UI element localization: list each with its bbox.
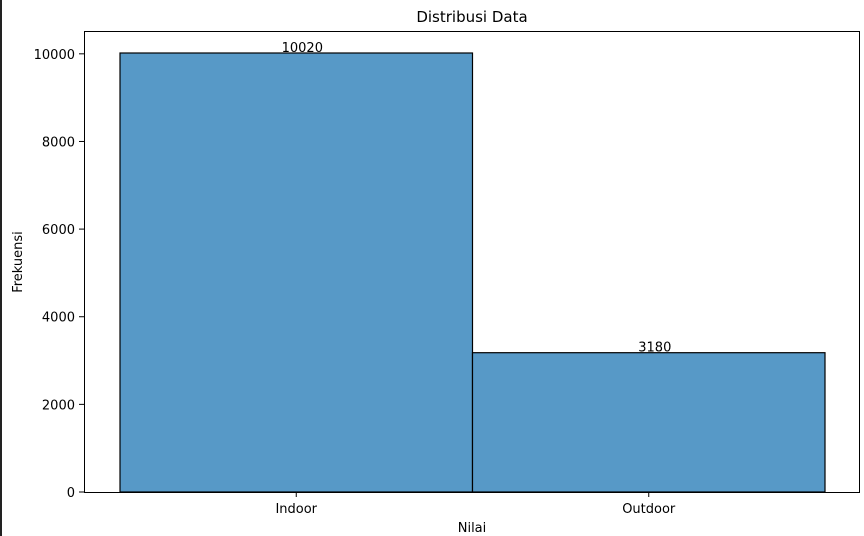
y-tick-label: 6000 — [42, 223, 75, 238]
data-labels-group: 10020 3180 — [282, 41, 672, 356]
y-axis-label: Frekuensi — [11, 231, 26, 293]
bar-indoor — [119, 52, 474, 493]
y-tick-label: 0 — [67, 486, 75, 501]
data-label-outdoor: 3180 — [638, 341, 671, 356]
y-tick-label: 10000 — [34, 48, 75, 63]
y-axis: 0 2000 4000 6000 8000 10000 — [34, 48, 84, 501]
bar-outdoor — [471, 352, 826, 493]
x-axis-label: Nilai — [458, 521, 487, 536]
y-tick-label: 8000 — [42, 135, 75, 150]
chart-title: Distribusi Data — [416, 8, 527, 26]
x-tick-label-indoor: Indoor — [275, 502, 317, 517]
y-tick-label: 4000 — [42, 311, 75, 326]
window-left-border — [0, 0, 2, 536]
bars-group — [119, 52, 826, 493]
data-label-indoor: 10020 — [282, 41, 323, 56]
plot-frame — [84, 31, 860, 493]
x-axis: Indoor Outdoor — [275, 492, 676, 517]
x-tick-label-outdoor: Outdoor — [622, 502, 676, 517]
y-tick-label: 2000 — [42, 398, 75, 413]
